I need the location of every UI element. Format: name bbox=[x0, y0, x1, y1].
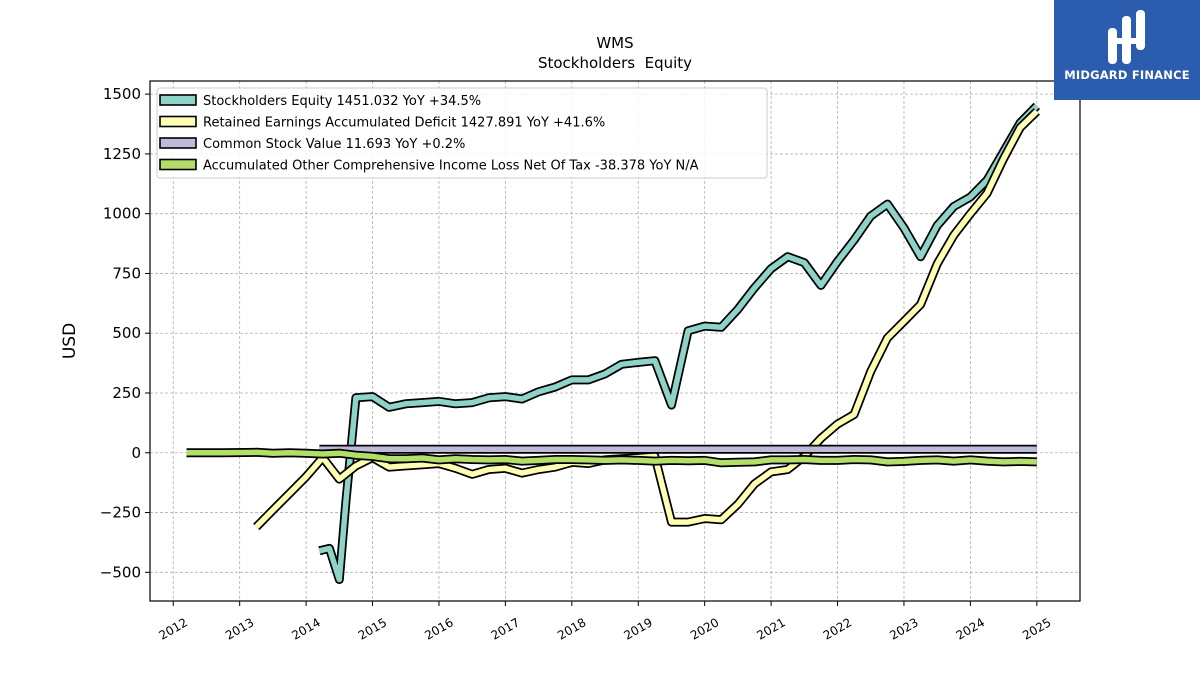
x-tick-label: 2015 bbox=[356, 615, 389, 642]
logo-mark-icon bbox=[1108, 10, 1145, 64]
x-tick-label: 2018 bbox=[555, 615, 588, 642]
logo: MIDGARD FINANCE bbox=[1054, 0, 1200, 100]
x-tick-label: 2019 bbox=[622, 615, 655, 642]
y-tick-label: −500 bbox=[100, 563, 141, 581]
y-tick-label: 500 bbox=[112, 324, 141, 342]
x-axis: 2012 2013 2014 2015 2016 2017 2018 2019 2020 2021… bbox=[157, 601, 1054, 643]
legend-swatch bbox=[159, 94, 197, 106]
series-lines bbox=[186, 102, 1041, 584]
x-tick-label: 2014 bbox=[289, 615, 322, 642]
x-tick-label: 2017 bbox=[489, 615, 522, 642]
y-tick-label: 750 bbox=[112, 264, 141, 282]
x-tick-label: 2022 bbox=[821, 615, 854, 642]
plot-frame bbox=[149, 80, 1081, 602]
y-axis: 1500 1250 1000 750 500 250 0 −250 −500 bbox=[100, 85, 150, 581]
legend-label: Retained Earnings Accumulated Deficit 14… bbox=[203, 116, 605, 131]
x-tick-label: 2016 bbox=[422, 615, 455, 642]
y-tick-label: 250 bbox=[112, 384, 141, 402]
y-axis-label: USD bbox=[60, 323, 80, 359]
chart-subtitle: Stockholders Equity bbox=[538, 54, 692, 72]
legend-swatch bbox=[159, 158, 197, 171]
legend-item: Stockholders Equity 1451.032 YoY +34.5% bbox=[159, 94, 481, 109]
x-tick-label: 2025 bbox=[1020, 615, 1053, 642]
chart-title: WMS bbox=[596, 34, 633, 52]
legend-item: Common Stock Value 11.693 YoY +0.2% bbox=[159, 137, 465, 152]
legend-frame bbox=[156, 87, 768, 179]
y-tick-label: −250 bbox=[100, 504, 141, 522]
legend-item: Retained Earnings Accumulated Deficit 14… bbox=[159, 115, 605, 131]
x-tick-label: 2023 bbox=[887, 615, 920, 642]
series-line bbox=[318, 103, 1039, 583]
y-tick-label: 1500 bbox=[103, 85, 141, 103]
x-tick-label: 2013 bbox=[223, 615, 256, 642]
y-tick-label: 0 bbox=[131, 444, 141, 462]
series-line bbox=[186, 449, 1037, 466]
legend-label: Stockholders Equity 1451.032 YoY +34.5% bbox=[203, 94, 481, 109]
x-tick-label: 2020 bbox=[688, 615, 721, 642]
series-0 bbox=[318, 102, 1041, 584]
legend: Stockholders Equity 1451.032 YoY +34.5% R… bbox=[156, 87, 768, 179]
y-tick-label: 1250 bbox=[103, 145, 141, 163]
y-tick-label: 1000 bbox=[103, 205, 141, 223]
legend-item: Accumulated Other Comprehensive Income L… bbox=[159, 158, 699, 174]
series-3 bbox=[186, 447, 1037, 468]
legend-label: Common Stock Value 11.693 YoY +0.2% bbox=[203, 137, 465, 152]
legend-swatch bbox=[159, 115, 197, 128]
logo-text: MIDGARD FINANCE bbox=[1064, 68, 1190, 82]
x-tick-label: 2021 bbox=[754, 615, 787, 642]
legend-label: Accumulated Other Comprehensive Income L… bbox=[203, 159, 699, 174]
x-tick-label: 2024 bbox=[954, 615, 987, 642]
legend-swatch bbox=[159, 137, 197, 149]
x-tick-label: 2012 bbox=[157, 615, 190, 642]
grid-lines bbox=[150, 81, 1080, 601]
